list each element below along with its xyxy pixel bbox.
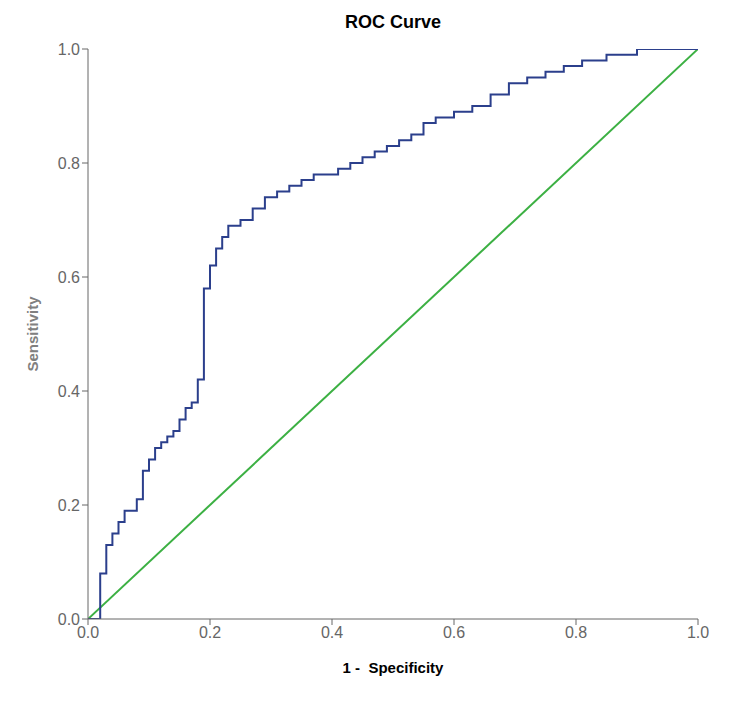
svg-text:0.4: 0.4 (58, 383, 80, 400)
svg-text:0.8: 0.8 (58, 155, 80, 172)
svg-text:0.2: 0.2 (199, 624, 221, 641)
html-text:1 - Specificity: 1 - Specificity (342, 659, 444, 676)
svg-text:0.8: 0.8 (565, 624, 587, 641)
svg-text:1.0: 1.0 (58, 41, 80, 58)
svg-text:0.2: 0.2 (58, 497, 80, 514)
svg-text:0.4: 0.4 (321, 624, 343, 641)
svg-text:0.0: 0.0 (58, 611, 80, 628)
html-text:ROC Curve: ROC Curve (345, 12, 441, 32)
svg-text:Sensitivity: Sensitivity (24, 296, 41, 372)
svg-text:0.6: 0.6 (58, 269, 80, 286)
svg-text:0.6: 0.6 (443, 624, 465, 641)
svg-text:0.0: 0.0 (77, 624, 99, 641)
svg-text:1.0: 1.0 (687, 624, 709, 641)
